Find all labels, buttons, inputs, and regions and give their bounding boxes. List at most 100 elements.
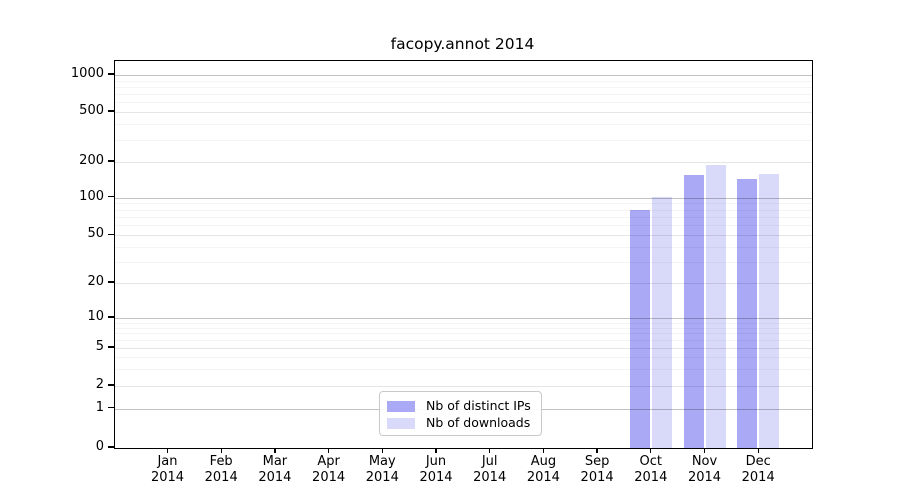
x-tick-mark: [703, 448, 706, 454]
x-tick-label: Feb 2014: [189, 454, 253, 486]
y-tick-label: 2: [95, 377, 104, 392]
legend-swatch-distinct-ips: [387, 400, 415, 412]
x-tick-label: Jul 2014: [458, 454, 522, 486]
x-tick-label: Dec 2014: [726, 454, 790, 486]
x-tick-label: May 2014: [350, 454, 414, 486]
x-tick-label: Nov 2014: [673, 454, 737, 486]
x-tick-label-month: Mar: [262, 454, 288, 469]
x-tick-mark: [220, 448, 222, 454]
x-tick-mark: [542, 448, 545, 454]
gridline: [115, 112, 812, 113]
y-tick-mark: [108, 407, 114, 409]
x-tick-label-year: 2014: [204, 470, 238, 485]
y-tick-label: 1000: [70, 66, 104, 81]
minor-gridline: [115, 225, 812, 227]
bar-dec-distinct-ips: [737, 178, 758, 448]
y-tick-label: 1: [95, 399, 104, 415]
y-tick-label: 20: [87, 273, 104, 289]
gridline: [115, 197, 812, 199]
bar-oct-distinct-ips: [629, 209, 650, 448]
x-tick-label-month: Sep: [584, 454, 610, 469]
x-tick-label-year: 2014: [634, 470, 668, 485]
x-tick-mark: [596, 448, 598, 454]
x-tick-label: Oct 2014: [619, 454, 683, 486]
minor-gridline: [115, 86, 812, 88]
minor-gridline: [115, 217, 812, 219]
legend-item-downloads: Nb of downloads: [387, 415, 541, 431]
y-tick-label: 200: [79, 153, 104, 168]
y-tick-mark: [108, 316, 114, 318]
x-tick-mark: [489, 448, 491, 454]
x-tick-mark: [650, 448, 652, 454]
x-tick-label-year: 2014: [580, 470, 614, 485]
x-tick-mark: [166, 448, 169, 454]
y-tick-label: 0: [95, 439, 104, 454]
y-tick-mark: [108, 110, 114, 112]
minor-gridline: [115, 369, 812, 371]
legend-swatch-downloads: [387, 417, 415, 429]
gridline: [115, 75, 812, 76]
x-tick-label-year: 2014: [150, 470, 185, 485]
minor-gridline: [115, 327, 812, 329]
minor-gridline: [115, 261, 812, 263]
bar-oct-downloads: [651, 196, 672, 448]
x-tick-label-month: Apr: [317, 454, 340, 469]
y-tick-mark: [108, 160, 114, 162]
x-tick-label-year: 2014: [419, 470, 453, 485]
minor-gridline: [115, 102, 812, 104]
x-tick-label: Jan 2014: [136, 454, 200, 486]
minor-gridline: [115, 94, 812, 96]
bar-nov-distinct-ips: [683, 175, 704, 448]
x-tick-label: Mar 2014: [243, 454, 307, 486]
x-tick-label: Apr 2014: [297, 454, 361, 486]
y-tick-label: 100: [79, 188, 104, 204]
x-tick-label-month: Feb: [209, 454, 233, 469]
x-tick-label-month: Nov: [691, 454, 718, 469]
x-tick-mark: [757, 448, 759, 454]
y-tick-mark: [108, 446, 114, 448]
x-tick-label-year: 2014: [365, 470, 399, 485]
x-tick-mark: [381, 448, 383, 454]
y-tick-mark: [108, 281, 114, 283]
x-tick-label-month: Jan: [157, 454, 178, 469]
x-tick-label-month: Oct: [639, 454, 663, 469]
minor-gridline: [115, 357, 812, 359]
chart-title: facopy.annot 2014: [390, 35, 535, 53]
x-tick-label: Sep 2014: [565, 454, 629, 486]
y-tick-mark: [108, 73, 114, 75]
gridline: [115, 386, 812, 387]
bar-dec-downloads: [759, 174, 780, 448]
y-tick-label: 500: [79, 103, 104, 118]
x-tick-label-year: 2014: [687, 470, 722, 485]
legend-item-distinct-ips: Nb of distinct IPs: [387, 398, 541, 414]
minor-gridline: [115, 139, 812, 141]
y-tick-label: 5: [95, 338, 104, 354]
legend-label-distinct-ips: Nb of distinct IPs: [426, 398, 531, 413]
x-tick-label-year: 2014: [312, 470, 346, 485]
x-tick-label: Aug 2014: [511, 454, 575, 486]
minor-gridline: [115, 80, 812, 82]
minor-gridline: [115, 209, 812, 211]
minor-gridline: [115, 340, 812, 342]
x-tick-mark: [435, 448, 437, 454]
gridline: [115, 162, 812, 163]
x-tick-label-month: Aug: [530, 454, 557, 469]
minor-gridline: [115, 124, 812, 126]
y-tick-mark: [108, 346, 114, 348]
y-tick-label: 50: [87, 226, 104, 242]
x-tick-label-year: 2014: [473, 470, 507, 485]
minor-gridline: [115, 246, 812, 248]
x-tick-label-month: May: [368, 454, 396, 469]
minor-gridline: [115, 203, 812, 205]
gridline: [115, 282, 812, 284]
y-tick-label: 10: [87, 309, 104, 324]
grid-layer: [115, 61, 812, 448]
x-tick-label-year: 2014: [526, 470, 560, 485]
x-tick-mark: [327, 448, 330, 454]
minor-gridline: [115, 322, 812, 324]
minor-gridline: [115, 333, 812, 335]
x-tick-label-year: 2014: [741, 470, 775, 485]
x-tick-label: Jun 2014: [404, 454, 468, 486]
x-tick-label-month: Dec: [745, 454, 771, 469]
